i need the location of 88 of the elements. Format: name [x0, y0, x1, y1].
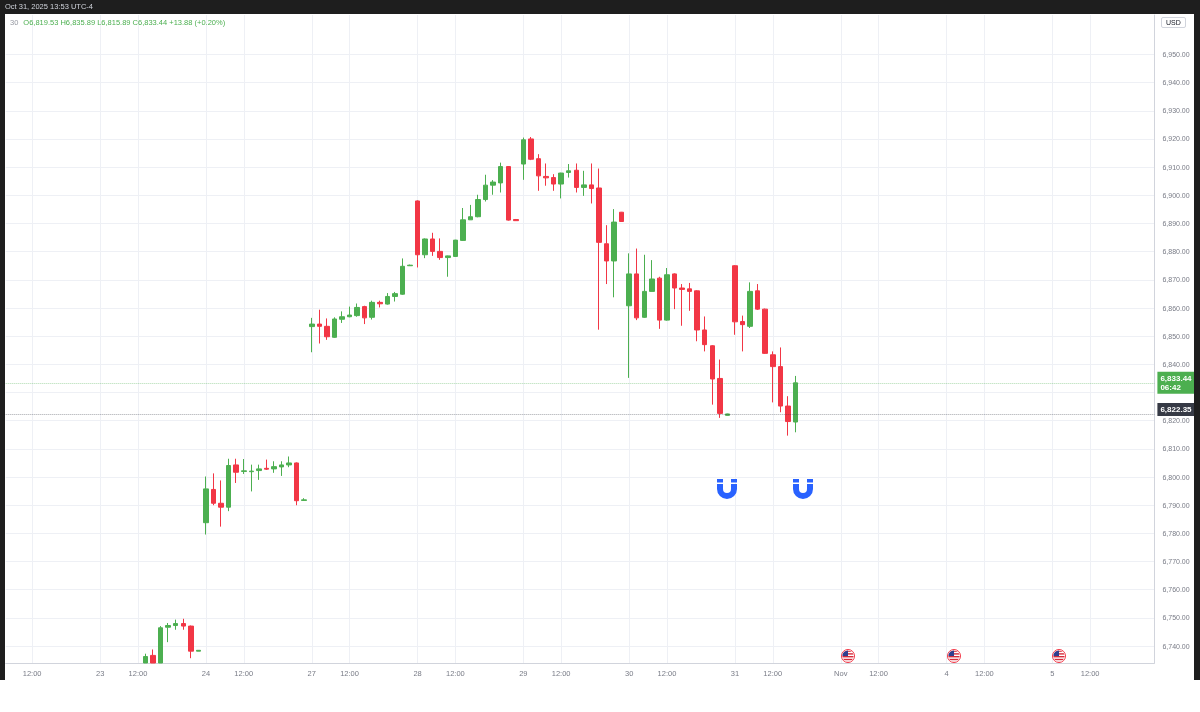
candlestick — [566, 163, 571, 179]
candlestick — [710, 344, 715, 406]
candlestick — [241, 458, 247, 475]
candlestick — [339, 310, 345, 324]
candlestick — [256, 464, 262, 481]
candlestick — [490, 179, 496, 196]
candlestick — [158, 625, 163, 664]
candlestick — [642, 254, 647, 319]
ref-line-label: 6,822.35 — [1160, 405, 1193, 415]
candlestick — [445, 255, 451, 278]
candlestick — [165, 622, 171, 643]
candlestick — [188, 625, 194, 659]
candlestick — [679, 283, 685, 327]
candlestick — [747, 281, 753, 329]
candlestick — [611, 208, 617, 298]
candlestick — [725, 413, 730, 417]
candlestick — [619, 211, 624, 223]
candlestick — [233, 458, 239, 484]
candlestick — [717, 359, 723, 419]
candlestick — [181, 618, 186, 631]
candlestick — [694, 289, 700, 342]
candlestick — [385, 292, 390, 306]
candlestick — [483, 174, 488, 203]
candlestick — [604, 224, 609, 285]
candlestick — [536, 153, 541, 192]
candlestick — [173, 619, 178, 631]
candlestick — [332, 316, 337, 339]
candlestick — [770, 350, 776, 403]
candlestick — [453, 239, 458, 258]
candlestick — [574, 162, 579, 193]
candlestick — [468, 204, 473, 221]
candlestick — [264, 459, 269, 471]
candlestick — [271, 460, 277, 474]
candlestick — [400, 257, 405, 296]
candlestick — [762, 308, 768, 355]
candlestick — [294, 461, 299, 506]
candlestick — [354, 303, 360, 318]
candlestick — [634, 248, 639, 321]
candlestick — [498, 162, 503, 193]
candlestick — [203, 475, 209, 536]
candlestick — [506, 165, 511, 222]
candlestick — [392, 291, 398, 303]
candlestick — [309, 317, 315, 353]
candlestick — [589, 162, 594, 204]
candlestick — [649, 259, 655, 292]
candlestick — [657, 276, 662, 330]
candlestick — [437, 237, 443, 261]
candlestick — [196, 649, 201, 652]
candlestick — [543, 162, 549, 187]
candlestick — [778, 346, 783, 413]
candlestick — [369, 300, 375, 321]
candlestick — [732, 264, 738, 336]
candlestick — [377, 300, 383, 308]
candlestick — [150, 648, 156, 664]
candlestick — [687, 282, 692, 312]
candlestick — [279, 460, 284, 477]
candlestick — [702, 315, 707, 352]
candlestick — [286, 455, 292, 468]
candlestick — [324, 317, 330, 341]
candlestick — [558, 172, 564, 199]
candlestick — [513, 218, 519, 222]
candlestick — [347, 306, 352, 318]
candlestick — [362, 305, 367, 325]
candlestick — [755, 283, 760, 311]
candlestick — [581, 170, 587, 197]
candlestick — [528, 136, 534, 161]
candlestick — [415, 199, 420, 268]
ref-line-label: 6,833.44 06:42 — [1160, 373, 1193, 392]
candlestick — [226, 458, 231, 512]
candlestick — [317, 309, 322, 345]
candlestick — [249, 464, 254, 492]
candlestick — [475, 194, 481, 218]
candlestick — [626, 252, 632, 379]
candlestick — [218, 479, 224, 528]
candlestick — [460, 207, 466, 242]
candlestick — [785, 395, 791, 437]
candlestick — [596, 168, 602, 331]
candlestick — [211, 472, 216, 506]
candlestick — [793, 375, 798, 433]
candlestick — [664, 267, 670, 322]
candlestick — [301, 497, 307, 502]
candlestick — [143, 653, 148, 664]
candlestick — [521, 137, 526, 181]
candlestick — [551, 173, 556, 192]
candlestick — [430, 232, 435, 257]
candlestick — [672, 272, 677, 310]
candlestick — [740, 315, 745, 352]
candlestick — [422, 237, 428, 259]
